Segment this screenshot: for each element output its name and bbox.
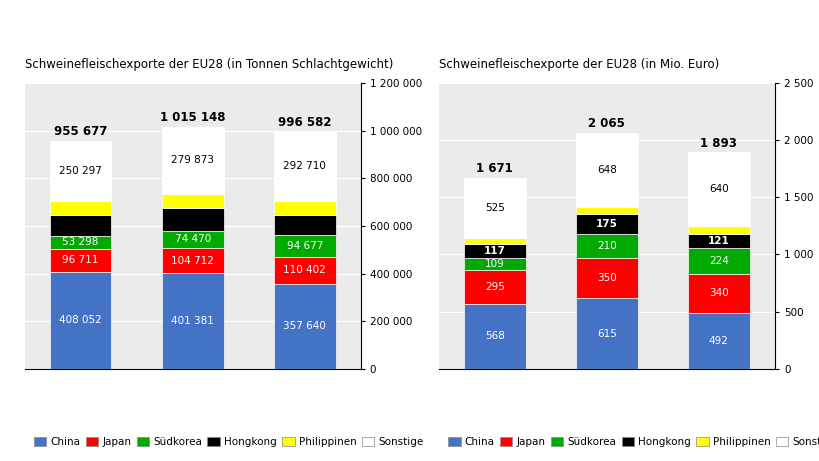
Text: 568: 568: [484, 331, 504, 341]
Text: 210: 210: [596, 242, 616, 251]
Text: 74 470: 74 470: [174, 234, 210, 244]
Bar: [464, 304, 525, 369]
Legend: China, Japan, Südkorea, Hongkong, Philippinen, Sonstige: China, Japan, Südkorea, Hongkong, Philip…: [443, 432, 819, 451]
Bar: [274, 131, 335, 201]
Bar: [274, 201, 335, 215]
Bar: [50, 248, 111, 272]
Bar: [687, 225, 749, 234]
Text: 408 052: 408 052: [59, 315, 102, 325]
Text: 279 873: 279 873: [171, 155, 214, 165]
Text: 250 297: 250 297: [59, 166, 102, 176]
Bar: [687, 153, 749, 225]
Bar: [687, 274, 749, 313]
Text: 955 677: 955 677: [54, 125, 107, 138]
Text: 357 640: 357 640: [283, 321, 326, 331]
Bar: [687, 313, 749, 369]
Bar: [464, 238, 525, 244]
Bar: [274, 215, 335, 235]
Text: 996 582: 996 582: [278, 116, 331, 129]
Bar: [50, 272, 111, 369]
Text: Schweinefleischexporte der EU28 (in Mio. Euro): Schweinefleischexporte der EU28 (in Mio.…: [438, 59, 718, 71]
Bar: [161, 273, 224, 369]
Bar: [464, 244, 525, 258]
Bar: [575, 133, 637, 207]
Bar: [161, 208, 224, 230]
Text: 109: 109: [484, 259, 504, 269]
Text: 117: 117: [483, 246, 505, 256]
Text: 295: 295: [484, 282, 504, 292]
Text: 401 381: 401 381: [171, 316, 214, 326]
Bar: [464, 270, 525, 304]
Bar: [464, 258, 525, 270]
Bar: [50, 201, 111, 215]
Bar: [274, 235, 335, 257]
Bar: [575, 298, 637, 369]
Text: 292 710: 292 710: [283, 161, 326, 171]
Text: 492: 492: [708, 336, 728, 346]
Bar: [274, 284, 335, 369]
Text: 640: 640: [708, 184, 728, 194]
Bar: [50, 215, 111, 236]
Bar: [687, 248, 749, 274]
Text: 648: 648: [596, 165, 616, 175]
Text: 340: 340: [708, 288, 728, 298]
Bar: [161, 127, 224, 194]
Text: 1 671: 1 671: [476, 162, 513, 175]
Bar: [161, 248, 224, 273]
Bar: [50, 236, 111, 248]
Bar: [687, 234, 749, 248]
Text: Schweinefleischexporte der EU28 (in Tonnen Schlachtgewicht): Schweinefleischexporte der EU28 (in Tonn…: [25, 59, 392, 71]
Bar: [575, 214, 637, 235]
Bar: [575, 259, 637, 298]
Text: 1 015 148: 1 015 148: [160, 111, 225, 124]
Text: 104 712: 104 712: [171, 256, 214, 266]
Text: 615: 615: [596, 329, 616, 339]
Text: 53 298: 53 298: [62, 237, 99, 247]
Text: 525: 525: [484, 203, 504, 213]
Text: 350: 350: [596, 273, 616, 284]
Bar: [575, 207, 637, 214]
Text: 94 677: 94 677: [286, 241, 323, 251]
Text: 175: 175: [595, 219, 617, 230]
Text: 110 402: 110 402: [283, 266, 326, 276]
Bar: [464, 178, 525, 238]
Bar: [274, 257, 335, 284]
Text: 2 065: 2 065: [588, 117, 624, 130]
Text: 96 711: 96 711: [62, 255, 99, 265]
Text: 121: 121: [707, 236, 729, 246]
Bar: [161, 230, 224, 248]
Bar: [50, 141, 111, 201]
Legend: China, Japan, Südkorea, Hongkong, Philippinen, Sonstige: China, Japan, Südkorea, Hongkong, Philip…: [29, 432, 428, 451]
Text: 1 893: 1 893: [699, 136, 736, 149]
Bar: [575, 235, 637, 259]
Text: 224: 224: [708, 256, 728, 266]
Bar: [161, 194, 224, 208]
